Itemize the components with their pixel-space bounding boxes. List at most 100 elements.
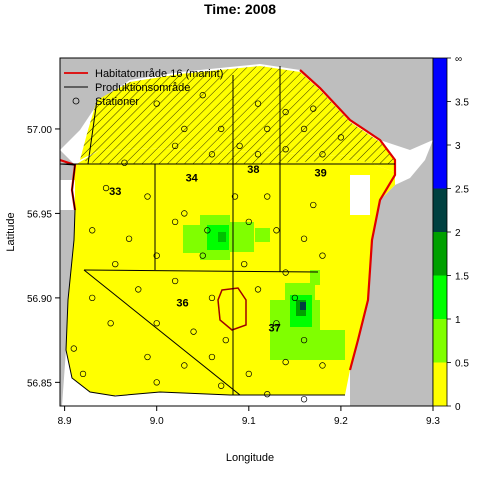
colorbar-band: [433, 362, 447, 406]
station-marker: [300, 235, 308, 242]
station-marker: [199, 92, 206, 99]
station-marker: [181, 362, 188, 369]
legend: Habitatområde 16 (marint) Produktionsomr…: [64, 68, 223, 108]
station-marker: [300, 336, 308, 344]
station-marker: [236, 142, 243, 149]
station-marker: [89, 294, 96, 302]
x-tick-label: 8.9: [58, 416, 72, 427]
station-marker: [199, 252, 206, 259]
station-marker: [282, 269, 289, 276]
colorbar-band: [433, 232, 447, 276]
station-marker: [190, 328, 197, 335]
station-marker: [241, 260, 248, 268]
y-axis: 56.85 56.90 56.95 57.00: [27, 125, 60, 389]
x-tick-label: 9.1: [242, 416, 256, 427]
land-north: [60, 58, 433, 150]
station-marker: [181, 125, 188, 133]
x-tick-label: 9.2: [334, 416, 348, 427]
station-marker: [319, 151, 326, 158]
station-marker: [264, 391, 271, 398]
zone-labels: 33 34 38 39 36 37: [109, 164, 327, 335]
station-marker: [218, 382, 225, 389]
colorbar-tick-label: 3: [455, 141, 461, 152]
station-marker: [222, 336, 229, 344]
station-marker: [121, 159, 128, 166]
land-east: [350, 140, 433, 406]
x-tick-label: 9.3: [426, 416, 440, 427]
station-marker: [204, 227, 211, 234]
station-marker: [319, 252, 326, 259]
station-marker: [245, 370, 252, 378]
station-marker: [70, 345, 77, 352]
colorbar-tick-label: 1: [455, 315, 461, 326]
colorbar-tick-label: 3.5: [455, 98, 469, 109]
colorbar-tick-label: ∞: [455, 54, 462, 65]
station-marker: [254, 286, 262, 293]
stations-layer: [70, 92, 345, 403]
station-marker: [89, 227, 96, 234]
station-marker: [208, 294, 216, 302]
land-west: [60, 150, 75, 406]
colorbar-band: [433, 275, 447, 319]
station-marker: [231, 193, 239, 200]
station-marker: [153, 320, 160, 327]
station-marker: [208, 353, 216, 361]
zone-label: 36: [176, 297, 188, 309]
habitat-island: [217, 287, 247, 331]
station-marker: [171, 218, 179, 226]
y-tick-label: 56.95: [27, 209, 52, 220]
production-areas: [60, 66, 395, 397]
legend-label-stations: Stationer: [95, 96, 139, 108]
colorbar-tick-label: 2: [455, 228, 461, 239]
station-marker: [337, 134, 345, 141]
station-marker: [282, 358, 289, 366]
station-marker: [310, 201, 317, 209]
colorbar-band: [433, 319, 447, 363]
station-marker: [144, 353, 151, 361]
station-marker: [264, 125, 271, 133]
zone-label: 39: [315, 167, 327, 179]
station-marker: [300, 396, 308, 403]
station-marker: [181, 210, 188, 217]
y-tick-label: 57.00: [27, 125, 52, 136]
station-marker: [153, 100, 160, 107]
y-tick-label: 56.85: [27, 378, 52, 389]
station-marker: [282, 146, 289, 153]
station-marker: [273, 320, 280, 327]
x-axis: 8.9 9.0 9.1 9.2 9.3: [58, 406, 440, 427]
station-marker: [144, 193, 151, 200]
station-marker: [254, 100, 262, 107]
station-marker: [112, 260, 119, 268]
station-marker: [107, 320, 114, 327]
white-gap-2: [350, 175, 370, 215]
station-marker: [125, 235, 133, 242]
zone-label: 33: [109, 186, 121, 198]
colorbar-tick-label: 2.5: [455, 185, 469, 196]
green-patch-34: [183, 215, 270, 260]
zone-label: 38: [247, 164, 259, 176]
zone-label: 34: [186, 172, 199, 184]
station-marker: [310, 105, 317, 112]
colorbar-tick-label: 0: [455, 402, 461, 413]
station-marker: [153, 252, 160, 259]
station-marker: [171, 142, 179, 149]
legend-circle-stations: [72, 97, 80, 105]
green-patch-37: [270, 270, 345, 360]
station-marker: [319, 362, 326, 369]
y-axis-label: Latitude: [5, 212, 17, 251]
station-marker: [300, 125, 308, 133]
station-marker: [218, 125, 225, 133]
station-marker: [135, 286, 142, 293]
colorbar-tick-label: 1.5: [455, 272, 469, 283]
y-tick-label: 56.90: [27, 294, 52, 305]
colorbar-tick-label: 0.5: [455, 359, 469, 370]
zone-label: 37: [268, 323, 280, 335]
station-marker: [245, 218, 252, 226]
colorbar-band: [433, 188, 447, 232]
x-axis-label: Longitude: [226, 452, 274, 464]
station-marker: [102, 184, 110, 192]
white-gap-3: [115, 395, 145, 406]
station-marker: [171, 277, 179, 285]
